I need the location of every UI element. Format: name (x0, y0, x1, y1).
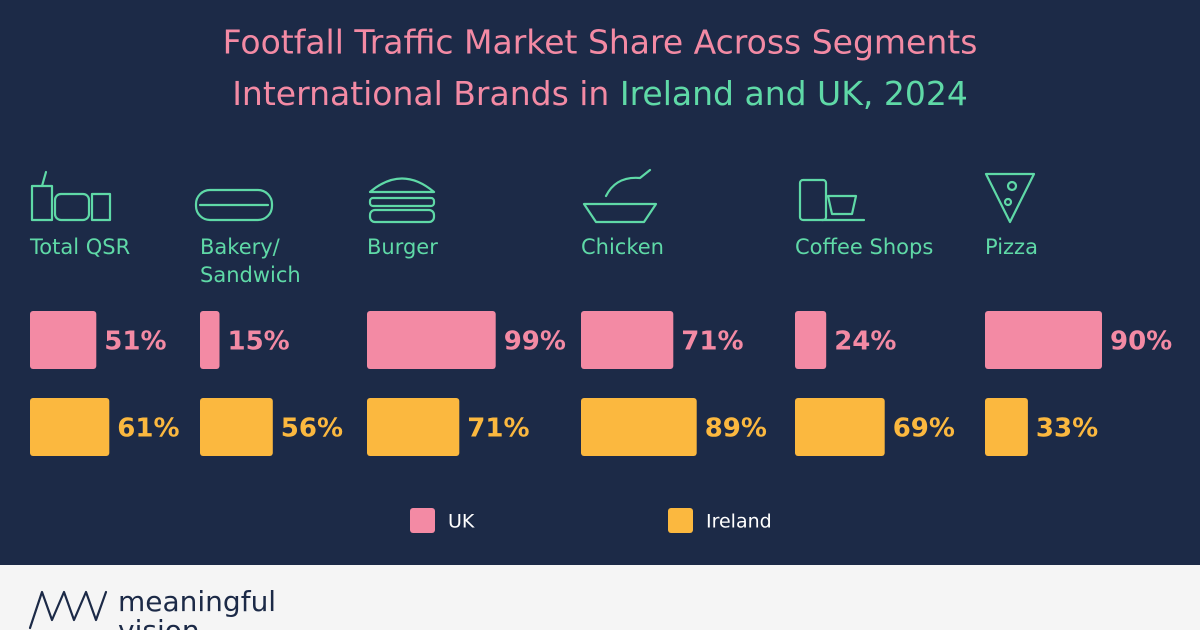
legend-swatch (668, 508, 693, 533)
icon-pizza (984, 172, 1036, 224)
bar (581, 398, 697, 456)
brand-name: meaningful (118, 585, 276, 618)
legend-label: Ireland (706, 511, 772, 533)
category-label: Total QSR (29, 235, 130, 259)
value-label: 15% (228, 327, 290, 357)
brand-name: vision (118, 614, 200, 630)
bar (985, 398, 1028, 456)
background (0, 0, 1200, 565)
category-label: Chicken (581, 235, 664, 259)
subtitle-part: Ireland and UK, 2024 (620, 74, 968, 113)
chart-title: Footfall Traffic Market Share Across Seg… (223, 23, 978, 62)
icon-coffee (798, 178, 866, 222)
category-line: Bakery/ (200, 235, 281, 259)
category-label: Burger (367, 235, 438, 259)
category-line: Coffee Shops (795, 235, 933, 259)
subtitle-part: International Brands in (232, 74, 609, 113)
value-label: 61% (117, 414, 179, 444)
logo (28, 590, 108, 630)
icon-burger (368, 177, 436, 224)
bar (795, 398, 885, 456)
bar (367, 311, 496, 369)
bar (30, 311, 97, 369)
icon-qsr (30, 170, 112, 222)
category-label: Bakery/Sandwich (200, 235, 301, 287)
icons (30, 168, 1036, 224)
category-line: Sandwich (200, 263, 301, 287)
category-line: Chicken (581, 235, 664, 259)
icon-sandwich (194, 188, 274, 222)
legend-swatch (410, 508, 435, 533)
bar (795, 311, 827, 369)
category-line: Burger (367, 235, 438, 259)
value-label: 69% (893, 414, 955, 444)
value-label: 33% (1036, 414, 1098, 444)
bar (200, 311, 220, 369)
legend-label: UK (448, 511, 475, 533)
value-label: 51% (104, 327, 166, 357)
bar (200, 398, 273, 456)
category-label: Pizza (985, 235, 1038, 259)
bar (581, 311, 674, 369)
icon-chicken (582, 168, 658, 224)
value-label: 71% (681, 327, 743, 357)
footer-band (0, 565, 1200, 630)
category-label: Coffee Shops (795, 235, 933, 259)
value-label: 24% (834, 327, 896, 357)
value-label: 71% (467, 414, 529, 444)
value-label: 56% (281, 414, 343, 444)
chart-subtitle: International Brands in Ireland and UK, … (232, 74, 968, 113)
bar (985, 311, 1102, 369)
category-line: Pizza (985, 235, 1038, 259)
bar (367, 398, 460, 456)
bar (30, 398, 110, 456)
value-label: 90% (1110, 327, 1172, 357)
value-label: 89% (705, 414, 767, 444)
category-line: Total QSR (29, 235, 130, 259)
value-label: 99% (504, 327, 566, 357)
